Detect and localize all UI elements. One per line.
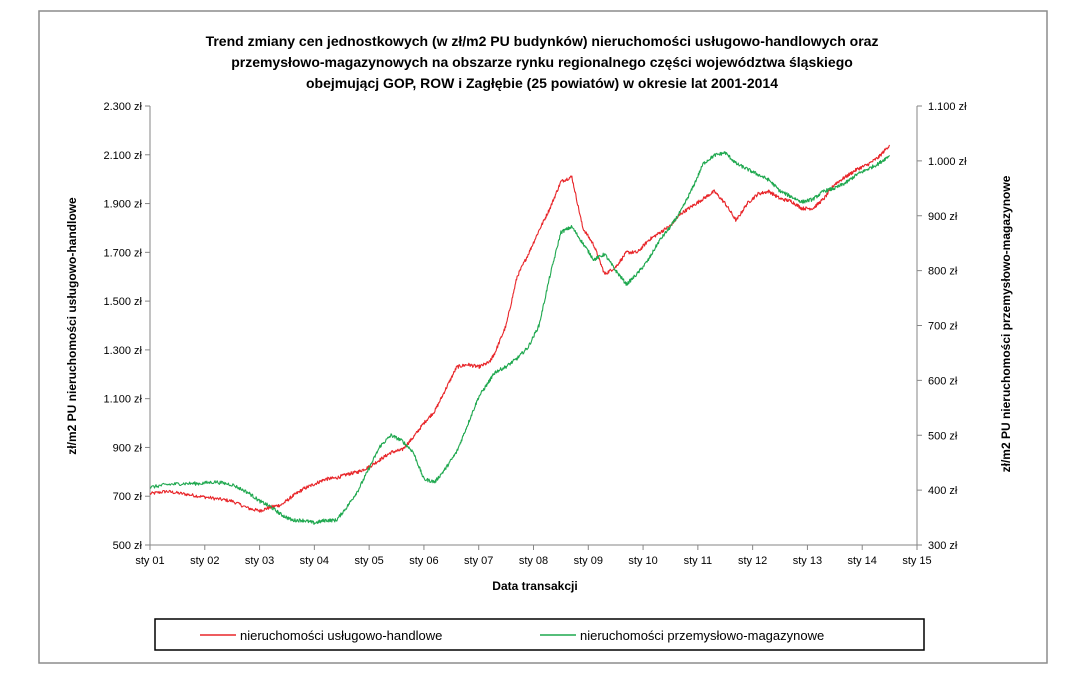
x-tick-label: sty 08 xyxy=(519,555,548,567)
right-tick-label: 500 zł xyxy=(928,430,958,442)
chart-title-line-3: obejmującj GOP, ROW i Zagłębie (25 powia… xyxy=(306,75,778,91)
x-tick-label: sty 15 xyxy=(902,555,931,567)
left-tick-label: 500 zł xyxy=(113,540,143,552)
right-tick-label: 1.100 zł xyxy=(928,101,967,113)
left-tick-label: 1.300 zł xyxy=(103,345,142,357)
legend-label-commercial: nieruchomości usługowo-handlowe xyxy=(240,628,442,643)
x-tick-label: sty 05 xyxy=(354,555,383,567)
series-line-industrial xyxy=(149,151,890,525)
legend-label-industrial: nieruchomości przemysłowo-magazynowe xyxy=(580,628,824,643)
left-axis-title: zł/m2 PU nieruchomości usługowo-handlowe xyxy=(65,197,79,455)
left-tick-label: 2.300 zł xyxy=(103,101,142,113)
right-tick-label: 900 zł xyxy=(928,211,958,223)
right-tick-label: 800 zł xyxy=(928,266,958,278)
left-tick-label: 900 zł xyxy=(113,442,143,454)
x-tick-label: sty 07 xyxy=(464,555,493,567)
x-tick-label: sty 14 xyxy=(848,555,877,567)
x-tick-label: sty 13 xyxy=(793,555,822,567)
left-tick-label: 700 zł xyxy=(113,491,143,503)
x-tick-label: sty 11 xyxy=(684,555,713,567)
right-tick-label: 400 zł xyxy=(928,485,958,497)
right-axis-title: zł/m2 PU nieruchomości przemysłowo-magaz… xyxy=(999,175,1013,472)
left-tick-label: 1.100 zł xyxy=(103,394,142,406)
left-tick-label: 1.900 zł xyxy=(103,199,142,211)
x-tick-label: sty 04 xyxy=(300,555,329,567)
series-line-commercial xyxy=(149,144,891,513)
x-tick-label: sty 10 xyxy=(628,555,657,567)
x-tick-label: sty 01 xyxy=(135,555,164,567)
left-tick-label: 1.700 zł xyxy=(103,247,142,259)
legend-box xyxy=(154,618,925,651)
chart-title: Trend zmiany cen jednostkowych (w zł/m2 … xyxy=(206,33,879,91)
x-tick-label: sty 09 xyxy=(574,555,603,567)
x-tick-label: sty 03 xyxy=(245,555,274,567)
x-tick-label: sty 06 xyxy=(409,555,438,567)
x-tick-label: sty 12 xyxy=(738,555,767,567)
chart-title-line-1: Trend zmiany cen jednostkowych (w zł/m2 … xyxy=(206,33,879,49)
right-tick-label: 300 zł xyxy=(928,540,958,552)
chart-title-line-2: przemysłowo-magazynowych na obszarze ryn… xyxy=(231,54,853,70)
chart-border xyxy=(38,10,1048,664)
right-tick-label: 1.000 zł xyxy=(928,156,967,168)
right-tick-label: 600 zł xyxy=(928,375,958,387)
x-tick-label: sty 02 xyxy=(190,555,219,567)
legend: nieruchomości usługowo-handlowe nierucho… xyxy=(154,618,925,651)
x-axis-title: Data transakcji xyxy=(492,579,577,593)
plot-area: 500 zł 700 zł 900 zł 1.100 zł 1.300 zł 1.500 … xyxy=(103,101,967,567)
left-tick-label: 1.500 zł xyxy=(103,296,142,308)
left-tick-label: 2.100 zł xyxy=(103,150,142,162)
right-tick-label: 700 zł xyxy=(928,321,958,333)
